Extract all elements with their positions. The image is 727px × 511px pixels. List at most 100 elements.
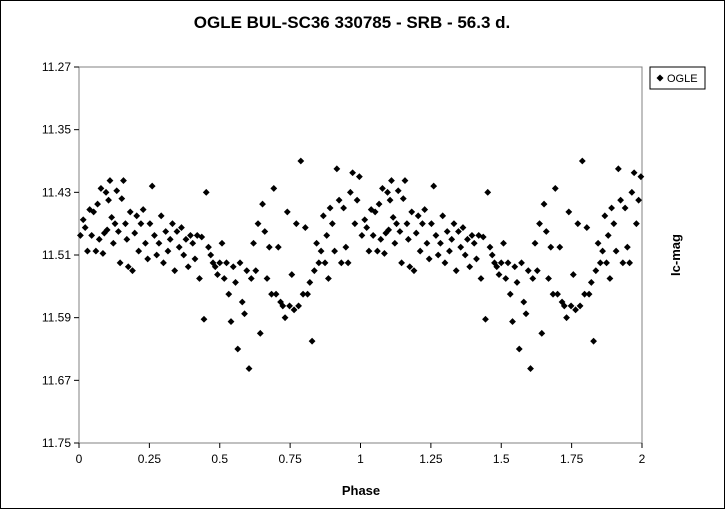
data-point	[102, 188, 110, 196]
data-point	[384, 188, 391, 196]
data-point	[108, 214, 116, 221]
data-point	[319, 212, 327, 220]
data-point	[569, 271, 577, 278]
data-point	[126, 208, 134, 216]
data-point	[166, 235, 174, 243]
data-point	[479, 233, 487, 241]
data-point	[603, 259, 610, 267]
data-point	[457, 243, 465, 251]
data-point	[148, 182, 156, 190]
data-point	[99, 250, 107, 257]
data-point	[214, 271, 221, 278]
data-point	[578, 157, 586, 165]
x-tick-label: 1.5	[493, 452, 510, 466]
data-point	[77, 232, 84, 239]
data-point	[346, 188, 354, 196]
x-tick-label: 1.75	[560, 452, 584, 466]
data-point	[358, 232, 366, 239]
data-point	[581, 290, 588, 298]
data-point	[529, 275, 537, 282]
data-point	[379, 185, 386, 192]
data-point	[506, 290, 514, 298]
data-point	[547, 243, 555, 251]
data-point	[229, 263, 237, 271]
data-point	[79, 216, 87, 224]
data-point	[538, 329, 546, 337]
data-point	[583, 224, 591, 231]
data-point	[328, 220, 336, 228]
data-point	[129, 267, 136, 275]
data-point	[250, 239, 257, 247]
data-point	[518, 259, 525, 267]
data-point	[94, 200, 101, 208]
data-point	[241, 310, 248, 318]
data-point	[386, 196, 394, 204]
data-point	[369, 232, 377, 239]
data-point	[109, 239, 117, 247]
data-point	[144, 255, 152, 263]
data-point	[270, 185, 278, 192]
data-point	[137, 220, 145, 228]
data-point	[399, 195, 407, 202]
x-tick-label: 1.25	[419, 452, 443, 466]
data-point	[396, 228, 404, 235]
data-point	[493, 263, 501, 271]
data-point	[105, 196, 112, 204]
data-point	[563, 314, 570, 322]
data-point	[333, 165, 341, 173]
data-point	[236, 259, 244, 267]
x-axis: 0 0.25 0.5 0.75 1 1.25 1.5 1.75 2	[76, 443, 646, 466]
data-point	[301, 224, 309, 231]
data-point	[542, 228, 550, 235]
data-point	[572, 306, 579, 314]
data-point	[116, 259, 124, 267]
data-point	[180, 251, 188, 259]
data-point	[455, 228, 462, 235]
data-point	[398, 259, 405, 267]
data-point	[545, 275, 552, 282]
data-point	[335, 196, 343, 204]
data-point	[619, 259, 627, 267]
data-point	[482, 315, 489, 323]
data-point	[401, 177, 409, 184]
data-point	[142, 239, 149, 247]
data-point	[84, 247, 91, 255]
data-point	[187, 232, 194, 239]
data-point	[279, 302, 287, 310]
data-point	[139, 206, 147, 213]
data-point	[574, 220, 582, 228]
data-point	[281, 314, 289, 322]
data-point	[245, 365, 253, 372]
data-point	[268, 290, 275, 298]
data-point	[272, 290, 280, 298]
data-point	[448, 235, 456, 243]
data-point	[377, 235, 385, 243]
plot-area	[78, 66, 643, 444]
data-point	[351, 220, 359, 228]
data-point	[146, 220, 154, 228]
data-point	[410, 267, 418, 275]
data-point	[216, 259, 224, 267]
data-point	[218, 239, 226, 247]
data-point	[211, 263, 219, 271]
data-point	[486, 243, 494, 251]
data-point	[365, 247, 373, 255]
data-point	[349, 169, 357, 177]
data-point	[428, 220, 435, 228]
data-point	[403, 220, 411, 228]
data-point	[247, 275, 255, 282]
data-point	[430, 182, 438, 190]
data-point	[299, 290, 307, 298]
data-point	[406, 263, 414, 271]
data-point	[227, 318, 235, 325]
data-point	[288, 271, 296, 278]
data-point	[92, 247, 100, 255]
data-point	[111, 220, 119, 228]
data-point	[205, 243, 212, 251]
data-point	[153, 251, 161, 259]
data-point	[381, 250, 388, 257]
data-point	[315, 259, 323, 267]
data-point	[606, 275, 614, 282]
data-point	[184, 263, 192, 271]
data-point	[522, 310, 530, 318]
